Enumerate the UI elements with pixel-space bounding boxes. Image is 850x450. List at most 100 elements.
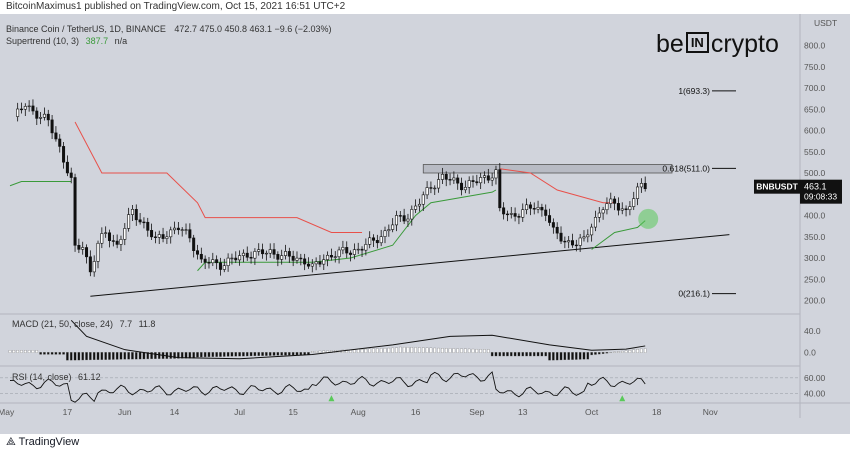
symbol-badge-bg xyxy=(754,179,800,194)
candle-body xyxy=(467,180,471,188)
price-chart[interactable]: 800.0750.0700.0650.0600.0550.0500.0450.0… xyxy=(0,14,850,434)
candle-body xyxy=(448,179,452,181)
macd-histogram-bar xyxy=(372,348,375,353)
time-tick-label: Nov xyxy=(703,407,719,417)
fib-level-label: 1(693.3) xyxy=(678,86,710,96)
rsi-signal-arrow xyxy=(328,395,335,402)
candle-body xyxy=(532,208,536,210)
published-text: BitcoinMaximus1 published on TradingView… xyxy=(6,1,346,12)
footer: ⟁ TradingView xyxy=(0,434,850,450)
candle-body xyxy=(146,221,150,231)
candle-body xyxy=(54,132,58,140)
macd-histogram-bar xyxy=(100,352,104,360)
symbol-badge-text: BNBUSDT xyxy=(756,182,798,192)
candle-body xyxy=(471,180,475,182)
macd-histogram-bar xyxy=(471,348,475,353)
candle-body xyxy=(88,256,92,273)
time-axis-ticks: May 17 Jun 14 Jul 15 Aug 16 Sep 13 Oct 18 Nov xyxy=(0,407,719,417)
macd-histogram-bar xyxy=(628,350,632,353)
published-header: BitcoinMaximus1 published on TradingView… xyxy=(0,0,850,14)
resistance-zone-rect xyxy=(422,164,673,174)
macd-histogram-bar xyxy=(356,349,360,353)
symbol-legend: Binance Coin / TetherUS, 1D, BINANCE 472… xyxy=(6,24,332,34)
candle-body xyxy=(280,255,284,260)
macd-tick-label: 0.0 xyxy=(804,347,816,357)
macd-histogram-bar xyxy=(624,350,628,353)
macd-histogram-bar xyxy=(490,352,494,357)
candle-body xyxy=(58,138,62,147)
candle-body xyxy=(261,249,265,255)
macd-histogram-bar xyxy=(609,352,613,353)
macd-histogram-bar xyxy=(368,348,371,353)
candle-body xyxy=(207,262,211,264)
macd-histogram-bar xyxy=(268,352,272,356)
time-tick-label: Sep xyxy=(469,407,484,417)
candle-body xyxy=(92,261,96,273)
macd-histogram-bar xyxy=(8,350,12,353)
candle-body xyxy=(624,208,628,211)
time-tick-label: 17 xyxy=(63,407,73,417)
macd-histogram-bar xyxy=(24,350,27,353)
candle-body xyxy=(570,240,574,246)
macd-histogram-bar xyxy=(265,352,268,356)
macd-label: MACD (21, 50, close, 24) xyxy=(12,319,114,329)
macd-histogram-bar xyxy=(452,348,456,353)
macd-legend: MACD (21, 50, close, 24) 7.7 11.8 xyxy=(12,319,155,329)
candle-body xyxy=(81,247,85,250)
macd-histogram-bar xyxy=(414,347,417,353)
candle-body xyxy=(463,186,467,191)
macd-histogram-bar xyxy=(104,352,107,360)
macd-histogram-bar xyxy=(200,352,203,358)
macd-histogram-bar xyxy=(422,347,425,353)
macd-histogram-bar xyxy=(567,352,570,360)
candle-body xyxy=(356,248,360,251)
candle-body xyxy=(188,229,192,239)
chart-frame[interactable]: 800.0750.0700.0650.0600.0550.0500.0450.0… xyxy=(0,14,850,434)
macd-value-2: 11.8 xyxy=(138,319,156,329)
macd-histogram-bar xyxy=(219,352,222,357)
candle-body xyxy=(291,255,295,261)
tradingview-label: TradingView xyxy=(18,436,80,448)
candle-body xyxy=(180,229,184,231)
candle-body xyxy=(157,234,161,238)
macd-histogram-bar xyxy=(479,349,482,353)
macd-histogram-bar xyxy=(406,347,410,353)
candle-body xyxy=(517,216,521,218)
candle-body xyxy=(16,108,20,117)
candle-body xyxy=(276,254,280,260)
price-tick-label: 750.0 xyxy=(804,62,826,72)
candle-body xyxy=(107,232,111,241)
candle-body xyxy=(42,113,46,118)
candle-body xyxy=(69,172,73,178)
candle-body xyxy=(387,229,391,232)
macd-histogram-bar xyxy=(27,350,31,353)
candle-body xyxy=(111,240,115,242)
macd-histogram-bar xyxy=(81,352,84,361)
candle-body xyxy=(498,169,502,209)
candle-body xyxy=(475,181,479,184)
candle-body xyxy=(39,117,43,119)
macd-histogram-bar xyxy=(173,352,176,359)
rsi-pane: 60.00 40.00 xyxy=(0,371,826,403)
macd-histogram-bar xyxy=(276,352,280,356)
candle-body xyxy=(482,175,486,178)
candle-body xyxy=(421,194,425,205)
candle-body xyxy=(502,207,506,215)
macd-histogram-bar xyxy=(16,350,19,353)
candle-body xyxy=(643,183,647,190)
time-tick-label: May xyxy=(0,407,15,417)
macd-histogram-bar xyxy=(177,352,180,359)
macd-histogram-bar xyxy=(192,352,195,359)
macd-histogram-bar xyxy=(498,352,502,357)
candle-body xyxy=(322,259,326,265)
macd-histogram-bar xyxy=(215,352,218,357)
candle-body xyxy=(379,236,383,244)
candle-body xyxy=(65,161,69,174)
macd-histogram-bar xyxy=(510,352,513,357)
candles xyxy=(16,99,647,277)
price-badge-bg xyxy=(800,179,842,204)
candle-body xyxy=(582,236,586,239)
candle-body xyxy=(257,249,261,252)
candle-body xyxy=(639,183,643,188)
macd-histogram-bar xyxy=(555,352,559,361)
